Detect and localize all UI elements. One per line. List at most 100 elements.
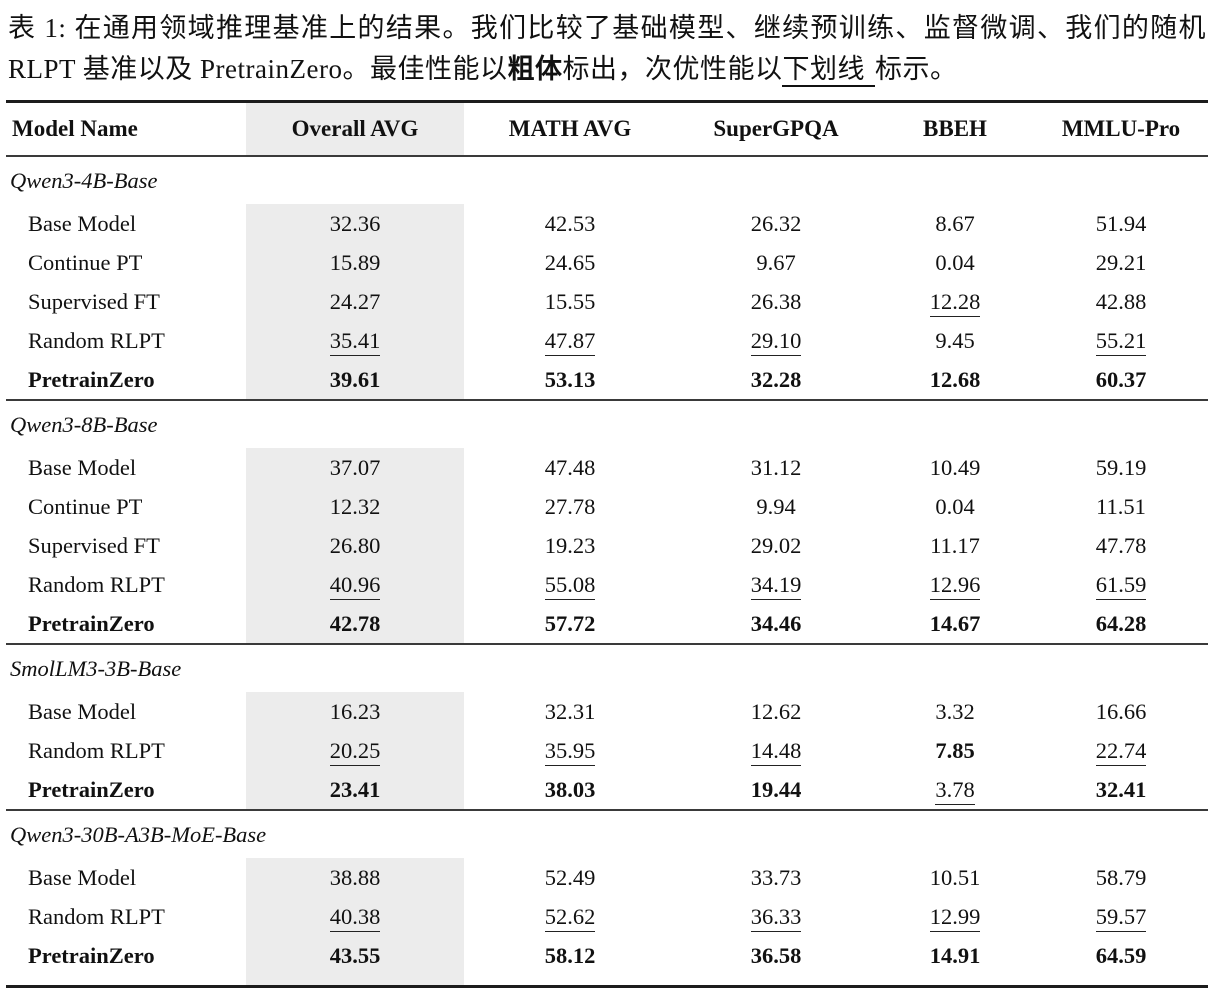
cell-value: 35.95 xyxy=(544,737,596,766)
results-table: Model Name Overall AVG MATH AVG SuperGPQ… xyxy=(6,100,1208,988)
cell-value: 22.74 xyxy=(1095,737,1147,766)
cell-value: 58.79 xyxy=(1095,864,1147,890)
cell-value: 47.48 xyxy=(544,454,596,480)
table-cell: 58.79 xyxy=(1034,858,1208,897)
table-cell: 29.21 xyxy=(1034,243,1208,282)
cell-value: 29.02 xyxy=(750,532,802,558)
cell-value: 24.65 xyxy=(544,249,596,275)
table-cell: 12.99 xyxy=(876,897,1034,936)
table-row: Supervised FT 24.27 15.55 26.38 12.28 42.88 xyxy=(6,282,1208,321)
row-label: Continue PT xyxy=(28,493,143,519)
table-cell: 60.37 xyxy=(1034,360,1208,400)
column-header-overall-avg: Overall AVG xyxy=(246,101,464,156)
header-row: Model Name Overall AVG MATH AVG SuperGPQ… xyxy=(6,101,1208,156)
table-body: Qwen3-4B-Base Base Model 32.36 42.53 26.32 8.… xyxy=(6,156,1208,987)
cell-value: 32.36 xyxy=(329,210,381,236)
table-cell: 42.88 xyxy=(1034,282,1208,321)
table-row: Base Model 32.36 42.53 26.32 8.67 51.94 xyxy=(6,204,1208,243)
table-cell: 31.12 xyxy=(676,448,876,487)
cell-value: 29.21 xyxy=(1095,249,1147,275)
cell-value: 12.62 xyxy=(750,698,802,724)
cell-value: 33.73 xyxy=(750,864,802,890)
cell-value: 14.67 xyxy=(929,610,981,636)
cell-value: 9.67 xyxy=(756,249,796,275)
cell-value: 36.58 xyxy=(750,942,802,968)
table-cell: 32.36 xyxy=(246,204,464,243)
cell-value: 15.89 xyxy=(329,249,381,275)
table-row: PretrainZero 43.55 58.12 36.58 14.91 64.59 xyxy=(6,936,1208,987)
table-cell: 15.89 xyxy=(246,243,464,282)
caption-underline-word: 下划线 xyxy=(782,54,875,87)
table-cell: 11.17 xyxy=(876,526,1034,565)
table-row: PretrainZero 23.41 38.03 19.44 3.78 32.41 xyxy=(6,770,1208,810)
section-title: Qwen3-8B-Base xyxy=(6,399,1208,448)
cell-value: 14.48 xyxy=(750,737,802,766)
section-title-row: SmolLM3-3B-Base xyxy=(6,643,1208,692)
table-cell: 47.78 xyxy=(1034,526,1208,565)
cell-value: 11.17 xyxy=(930,532,980,558)
cell-value: 35.41 xyxy=(329,327,381,356)
table-row: Supervised FT 26.80 19.23 29.02 11.17 47.78 xyxy=(6,526,1208,565)
table-cell: 42.78 xyxy=(246,604,464,644)
cell-value: 40.38 xyxy=(329,903,381,932)
cell-value: 52.49 xyxy=(544,864,596,890)
table-caption: 表 1: 在通用领域推理基准上的结果。我们比较了基础模型、继续预训练、监督微调、… xyxy=(8,8,1206,90)
cell-value: 7.85 xyxy=(935,737,975,763)
table-cell: 58.12 xyxy=(464,936,676,987)
table-row: Base Model 37.07 47.48 31.12 10.49 59.19 xyxy=(6,448,1208,487)
table-cell: 22.74 xyxy=(1034,731,1208,770)
cell-value: 34.46 xyxy=(750,610,802,636)
table-cell: 33.73 xyxy=(676,858,876,897)
table-cell: 14.48 xyxy=(676,731,876,770)
table-cell: 37.07 xyxy=(246,448,464,487)
table-cell: 19.44 xyxy=(676,770,876,810)
cell-value: 23.41 xyxy=(329,776,381,802)
cell-value: 9.94 xyxy=(756,493,796,519)
cell-value: 26.38 xyxy=(750,288,802,314)
cell-value: 10.49 xyxy=(929,454,981,480)
table-cell: 42.53 xyxy=(464,204,676,243)
table-cell: 40.38 xyxy=(246,897,464,936)
table-cell: 14.91 xyxy=(876,936,1034,987)
cell-value: 12.28 xyxy=(929,288,981,317)
table-cell: 12.68 xyxy=(876,360,1034,400)
cell-value: 16.23 xyxy=(329,698,381,724)
caption-label: 表 1: xyxy=(8,13,75,43)
table-cell: 24.65 xyxy=(464,243,676,282)
cell-value: 9.45 xyxy=(935,327,975,353)
table-cell: 64.28 xyxy=(1034,604,1208,644)
table-cell: 0.04 xyxy=(876,487,1034,526)
table-cell: 32.31 xyxy=(464,692,676,731)
cell-value: 51.94 xyxy=(1095,210,1147,236)
cell-value: 43.55 xyxy=(329,942,381,968)
row-label: Random RLPT xyxy=(28,737,165,763)
cell-value: 12.68 xyxy=(929,366,981,392)
table-cell: 7.85 xyxy=(876,731,1034,770)
table-cell: 9.45 xyxy=(876,321,1034,360)
table-cell: 34.19 xyxy=(676,565,876,604)
section-title: Qwen3-30B-A3B-MoE-Base xyxy=(6,809,1208,858)
table-cell: 40.96 xyxy=(246,565,464,604)
table-cell: 36.58 xyxy=(676,936,876,987)
table-cell: 14.67 xyxy=(876,604,1034,644)
cell-value: 52.62 xyxy=(544,903,596,932)
cell-value: 55.21 xyxy=(1095,327,1147,356)
table-cell: 10.51 xyxy=(876,858,1034,897)
table-cell: 36.33 xyxy=(676,897,876,936)
table-row: Random RLPT 40.96 55.08 34.19 12.96 61.59 xyxy=(6,565,1208,604)
cell-value: 39.61 xyxy=(329,366,381,392)
column-header-bbeh: BBEH xyxy=(923,116,987,141)
table-cell: 24.27 xyxy=(246,282,464,321)
cell-value: 64.59 xyxy=(1095,942,1147,968)
table-cell: 3.32 xyxy=(876,692,1034,731)
table-row: Continue PT 12.32 27.78 9.94 0.04 11.51 xyxy=(6,487,1208,526)
section-title: Qwen3-4B-Base xyxy=(10,167,158,193)
table-cell: 3.78 xyxy=(876,770,1034,810)
cell-value: 42.53 xyxy=(544,210,596,236)
table-cell: 39.61 xyxy=(246,360,464,400)
cell-value: 26.80 xyxy=(329,532,381,558)
cell-value: 40.96 xyxy=(329,571,381,600)
table-cell: 12.28 xyxy=(876,282,1034,321)
row-label: PretrainZero xyxy=(28,366,155,392)
